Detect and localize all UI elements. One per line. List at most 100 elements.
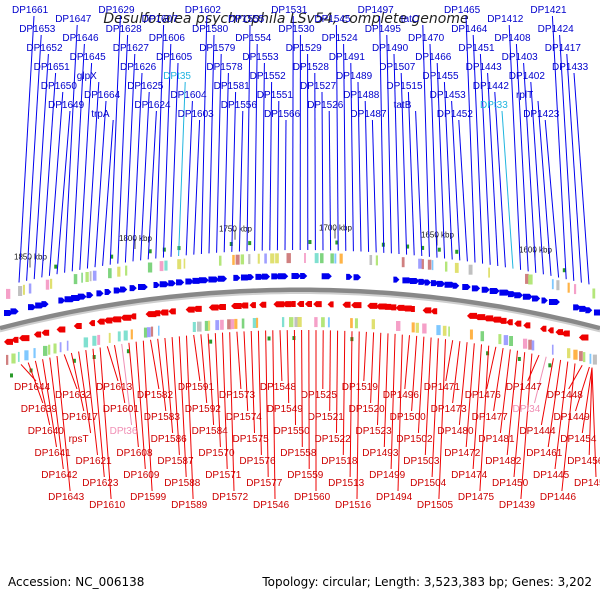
forward-gene-label: DP1581 <box>214 81 251 92</box>
forward-gene-label: DP1507 <box>379 62 416 73</box>
forward-cog-block <box>28 283 32 294</box>
forward-gene-label: DP1465 <box>444 5 481 16</box>
forward-gene-callout <box>208 34 215 254</box>
reverse-gene-callout <box>363 331 367 382</box>
reverse-strand-arrow <box>208 304 219 311</box>
reverse-gene-callout <box>85 350 98 456</box>
reverse-gene-callout <box>34 360 51 426</box>
reverse-cog-block <box>281 317 285 328</box>
reverse-strand-arrow <box>168 308 176 315</box>
forward-gene-callout <box>109 15 121 265</box>
forward-gene-label: DP1464 <box>451 24 488 35</box>
gc-marker <box>148 249 152 254</box>
reverse-strand-arrow <box>523 322 531 329</box>
forward-gene-callout <box>537 100 552 276</box>
reverse-strand-arrow <box>466 312 478 319</box>
reverse-gene-label: DP1454 <box>560 434 597 445</box>
forward-gene-callout <box>386 34 392 254</box>
reverse-gene-callout <box>383 333 389 448</box>
reverse-gene-callout <box>214 333 221 448</box>
reverse-gene-callout <box>135 341 146 470</box>
reverse-strand-arrow <box>382 303 392 310</box>
forward-gene-callout <box>261 62 265 251</box>
reverse-cog-block <box>215 320 220 331</box>
reverse-cog-block <box>579 351 583 362</box>
forward-gene-label: DP1451 <box>458 43 495 54</box>
reverse-strand-arrow <box>103 317 113 324</box>
forward-strand-arrow <box>77 293 87 300</box>
reverse-cog-block <box>327 317 330 328</box>
reverse-strand-arrow <box>296 301 305 308</box>
reverse-cog-block <box>227 319 232 330</box>
forward-gene-callout <box>544 119 560 278</box>
reverse-gene-callout <box>293 329 296 426</box>
reverse-gene-callout <box>157 338 167 412</box>
reverse-gene-callout <box>99 347 112 500</box>
reverse-gene-callout <box>493 348 504 412</box>
forward-cog-block <box>339 253 343 264</box>
reverse-gene-callout <box>186 335 194 500</box>
forward-gene-label: DP1578 <box>206 62 243 73</box>
reverse-gene-label: DP1559 <box>287 470 324 481</box>
forward-strand-arrow <box>452 282 460 289</box>
reverse-cog-block <box>411 322 415 333</box>
reverse-strand-arrow <box>342 301 351 308</box>
reverse-cog-block <box>59 342 62 353</box>
gc-marker <box>308 240 312 245</box>
forward-gene-label: DP1412 <box>487 14 524 25</box>
reverse-gene-callout <box>506 350 518 456</box>
forward-gene-label: DP1489 <box>336 71 373 82</box>
forward-gene-label: DP1551 <box>257 90 294 101</box>
forward-cog-block <box>551 279 554 290</box>
reverse-strand-arrow <box>288 301 296 308</box>
forward-gene-callout <box>292 15 294 251</box>
forward-gene-label: DP1552 <box>250 71 287 82</box>
reverse-gene-label: DP1608 <box>116 448 153 459</box>
forward-gene-label: DP1579 <box>199 43 236 54</box>
reverse-gene-callout <box>534 356 547 404</box>
forward-gene-label: DP1528 <box>293 62 330 73</box>
reverse-gene-callout <box>128 342 139 448</box>
forward-gene-label: DP1452 <box>437 109 474 120</box>
reverse-gene-callout <box>49 357 64 470</box>
forward-gene-label: DP1646 <box>62 33 99 44</box>
reverse-gene-callout <box>377 332 382 426</box>
forward-strand-arrow <box>120 286 128 293</box>
reverse-gene-label: DP1599 <box>130 492 167 503</box>
reverse-gene-callout <box>561 363 576 492</box>
reverse-strand-arrow <box>547 327 554 334</box>
forward-strand-arrow <box>444 281 456 288</box>
reverse-gene-callout <box>329 330 331 412</box>
scale-tick-label: 1600 kbp <box>519 245 552 254</box>
forward-gene-callout <box>162 43 172 258</box>
forward-gene-callout <box>335 24 339 251</box>
forward-strand-arrow <box>233 274 241 281</box>
forward-gene-label: DP1603 <box>178 109 215 120</box>
forward-cog-block <box>418 258 423 269</box>
reverse-cog-block <box>241 318 245 329</box>
forward-strand-arrow <box>531 295 541 302</box>
forward-gene-callout <box>494 91 506 268</box>
gc-marker <box>72 358 76 363</box>
forward-gene-label: DP1531 <box>271 5 308 16</box>
forward-gene-callout <box>18 15 35 283</box>
forward-gene-label: DP1402 <box>509 71 546 82</box>
forward-gene-label: DP1605 <box>156 52 193 63</box>
reverse-gene-callout <box>92 348 105 478</box>
reverse-cog-block <box>498 334 502 345</box>
forward-gene-label: DP1530 <box>278 24 315 35</box>
forward-gene-label: DP1433 <box>552 62 589 73</box>
forward-gene-callout <box>314 72 316 251</box>
forward-gene-callout <box>343 43 347 251</box>
forward-strand-arrow <box>393 276 400 283</box>
reverse-cog-block <box>192 322 196 332</box>
forward-gene-label: DP1580 <box>192 24 229 35</box>
reverse-gene-label: DP1521 <box>308 412 345 423</box>
forward-strand-arrow <box>198 277 209 284</box>
forward-cog-block <box>375 255 378 266</box>
forward-cog-block <box>573 284 577 295</box>
reverse-gene-callout <box>301 329 303 448</box>
forward-strand-arrow <box>541 297 548 304</box>
reverse-gene-callout <box>424 337 432 456</box>
